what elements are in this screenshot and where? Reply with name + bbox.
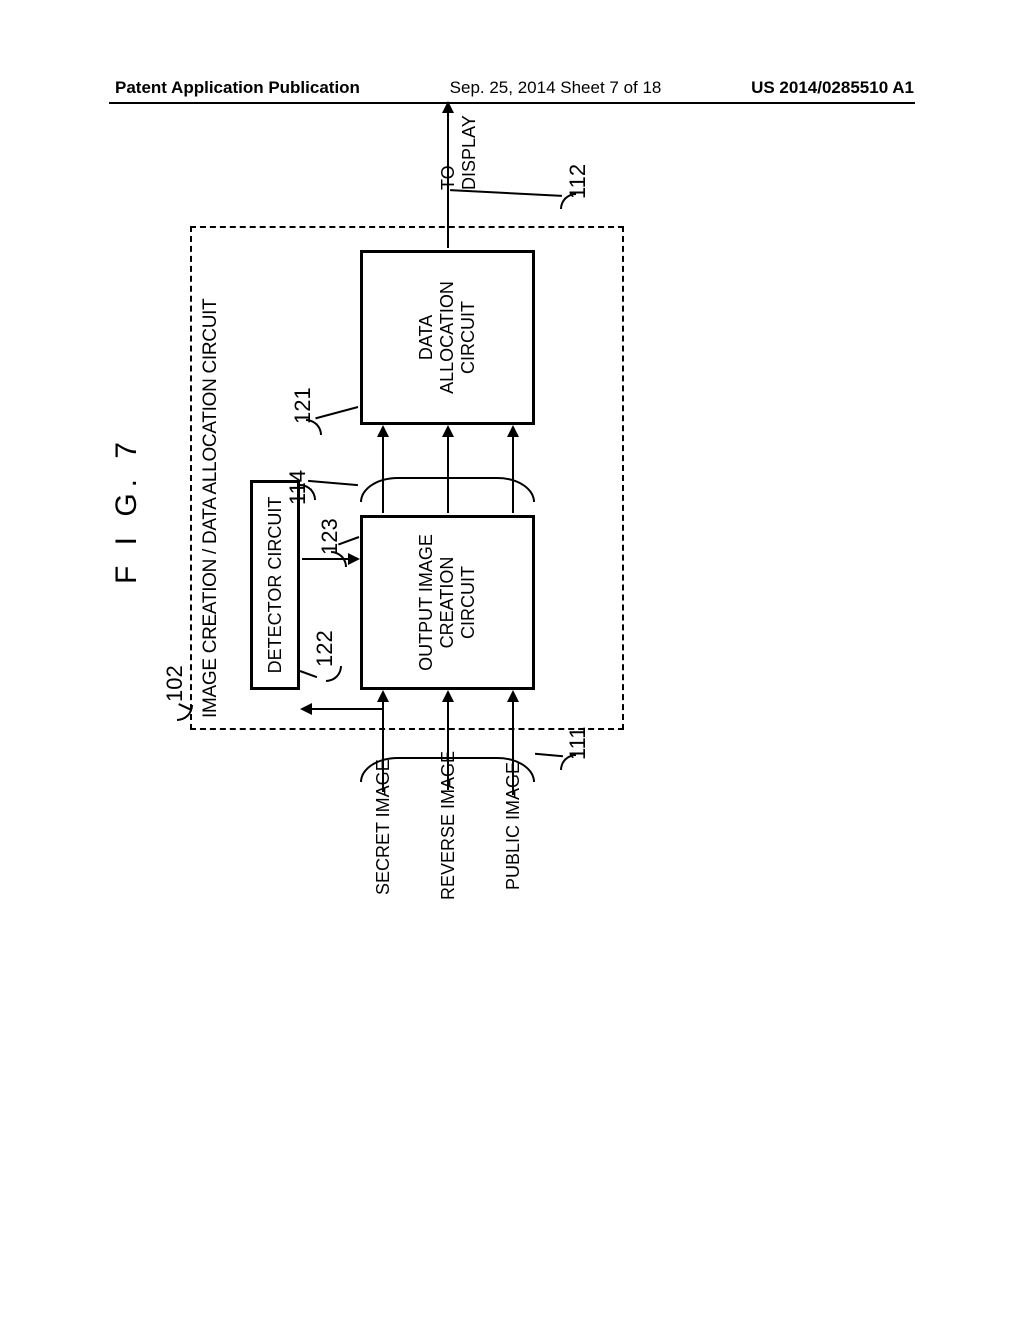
detector-circuit-block: DETECTOR CIRCUIT [250, 480, 300, 690]
output-image-creation-block: OUTPUT IMAGE CREATION CIRCUIT [360, 515, 535, 690]
ref-123: 123 [317, 518, 343, 555]
arrow-detector-to-output [302, 558, 358, 560]
detector-label: DETECTOR CIRCUIT [265, 497, 286, 674]
lead-112-c [560, 193, 576, 209]
header-left: Patent Application Publication [115, 78, 360, 98]
arrow-out2 [447, 427, 449, 513]
lead-111 [535, 753, 563, 757]
data-allocation-block: DATA ALLOCATION CIRCUIT [360, 250, 535, 425]
header-right: US 2014/0285510 A1 [751, 78, 914, 98]
header-center: Sep. 25, 2014 Sheet 7 of 18 [450, 78, 662, 98]
header-rule [109, 102, 915, 104]
circuit-title: IMAGE CREATION / DATA ALLOCATION CIRCUIT [200, 299, 222, 718]
output-image-label: OUTPUT IMAGE CREATION CIRCUIT [416, 522, 478, 683]
arrow-secret-to-detector [302, 708, 384, 710]
arrow-out3 [512, 427, 514, 513]
data-allocation-label: DATA ALLOCATION CIRCUIT [416, 257, 478, 418]
secret-branch-h [382, 708, 384, 710]
ref-122: 122 [312, 630, 338, 667]
figure-canvas: F I G. 7 IMAGE CREATION / DATA ALLOCATIO… [130, 160, 830, 860]
input-bracket [360, 757, 535, 782]
to-display-label: TO DISPLAY [438, 115, 480, 190]
arrow-to-display [447, 103, 449, 248]
page-header: Patent Application Publication Sep. 25, … [0, 78, 1024, 98]
ref-121: 121 [290, 387, 316, 424]
ref-102: 102 [162, 665, 188, 702]
arrow-out1 [382, 427, 384, 513]
figure-label: F I G. 7 [110, 436, 144, 584]
lead-112 [450, 189, 562, 197]
